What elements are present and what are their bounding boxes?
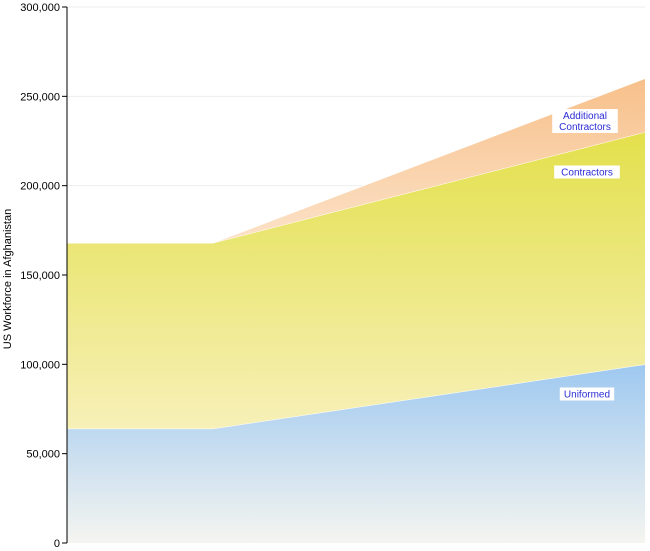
area-label: Uniformed xyxy=(564,390,610,401)
area-label: Contractors xyxy=(561,168,613,179)
y-tick-label: 100,000 xyxy=(20,359,60,371)
y-tick-label: 150,000 xyxy=(20,270,60,282)
y-axis: 0 50,000 100,000 150,000 200,000 250,000 300,0… xyxy=(20,2,68,550)
area-label-box xyxy=(559,387,615,401)
series-line xyxy=(67,77,646,244)
y-tick-label: 300,000 xyxy=(20,2,60,14)
area-labels: Uniformed Contractors Additional Contractor… xyxy=(552,109,620,401)
y-axis-title: US Workforce in Afghanistan xyxy=(2,209,14,349)
area-label: Additional Contractors xyxy=(559,111,611,133)
stacked-areas xyxy=(67,77,646,543)
y-tick-label: 250,000 xyxy=(20,91,60,103)
y-tick-label: 0 xyxy=(54,538,60,550)
area-contractors xyxy=(67,132,645,429)
y-tick-label: 200,000 xyxy=(20,181,60,193)
area-uniformed xyxy=(67,364,645,543)
y-tick-label: 50,000 xyxy=(26,449,60,461)
area-label-box xyxy=(554,165,620,179)
area-label-box xyxy=(552,109,618,133)
area-additional-contractors xyxy=(67,78,645,243)
